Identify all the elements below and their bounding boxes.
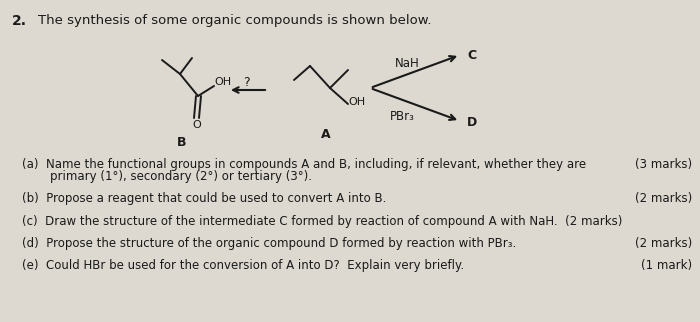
Text: (e)  Could HBr be used for the conversion of A into D?  Explain very briefly.: (e) Could HBr be used for the conversion… xyxy=(22,259,464,272)
Text: (a)  Name the functional groups in compounds A and B, including, if relevant, wh: (a) Name the functional groups in compou… xyxy=(22,158,586,171)
Text: (2 marks): (2 marks) xyxy=(635,192,692,205)
Text: (d)  Propose the structure of the organic compound D formed by reaction with PBr: (d) Propose the structure of the organic… xyxy=(22,237,517,250)
Text: NaH: NaH xyxy=(395,57,420,70)
Text: 2.: 2. xyxy=(12,14,27,28)
Text: B: B xyxy=(177,136,187,149)
Text: OH: OH xyxy=(348,97,365,107)
Text: O: O xyxy=(192,120,201,130)
Text: (2 marks): (2 marks) xyxy=(635,237,692,250)
Text: (b)  Propose a reagent that could be used to convert A into B.: (b) Propose a reagent that could be used… xyxy=(22,192,386,205)
Text: (1 mark): (1 mark) xyxy=(641,259,692,272)
Text: (c)  Draw the structure of the intermediate C formed by reaction of compound A w: (c) Draw the structure of the intermedia… xyxy=(22,215,622,228)
Text: ?: ? xyxy=(243,76,250,89)
Text: PBr₃: PBr₃ xyxy=(390,110,415,123)
Text: D: D xyxy=(467,116,477,129)
Text: (3 marks): (3 marks) xyxy=(635,158,692,171)
Text: The synthesis of some organic compounds is shown below.: The synthesis of some organic compounds … xyxy=(38,14,431,27)
Text: A: A xyxy=(321,128,331,141)
Text: OH: OH xyxy=(214,77,231,87)
Text: primary (1°), secondary (2°) or tertiary (3°).: primary (1°), secondary (2°) or tertiary… xyxy=(50,170,312,183)
Text: C: C xyxy=(467,49,476,62)
